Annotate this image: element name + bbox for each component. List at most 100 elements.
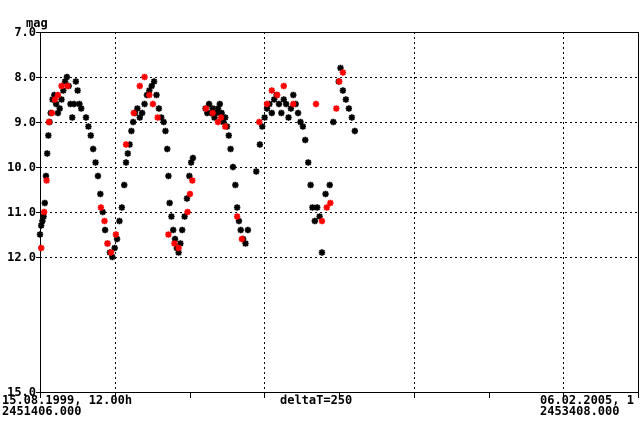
red-data-point <box>171 240 178 247</box>
red-data-point <box>217 114 225 121</box>
black-data-point <box>235 217 243 225</box>
red-data-point <box>333 105 340 112</box>
red-data-point <box>336 78 343 85</box>
red-data-point <box>280 82 287 90</box>
data-points <box>36 64 359 261</box>
black-data-point <box>280 96 287 103</box>
black-data-point <box>97 190 104 198</box>
red-data-point <box>273 91 281 99</box>
black-data-point <box>153 91 160 99</box>
x-label-end-jd: 2453408.000 <box>540 404 619 418</box>
black-data-point <box>263 105 271 112</box>
black-data-point <box>330 118 337 126</box>
black-data-point <box>94 172 102 180</box>
black-data-point <box>168 213 175 220</box>
y-tick-label: 11.0 <box>7 205 36 219</box>
black-data-point <box>214 105 222 112</box>
red-data-point <box>202 105 210 112</box>
black-data-point <box>160 118 167 126</box>
red-data-point <box>323 204 330 211</box>
red-data-point <box>233 213 241 220</box>
black-data-point <box>302 136 309 144</box>
red-data-point <box>339 69 347 76</box>
black-data-point <box>220 118 227 126</box>
black-data-point <box>294 109 302 117</box>
black-data-point <box>290 91 297 99</box>
red-data-point <box>40 208 48 216</box>
red-data-point <box>107 249 115 256</box>
black-data-point <box>124 150 132 157</box>
black-data-point <box>305 159 312 166</box>
black-data-point <box>37 222 45 229</box>
black-data-point <box>351 127 359 135</box>
red-data-point <box>290 100 297 108</box>
black-data-point <box>209 105 216 112</box>
black-data-point <box>337 64 344 72</box>
red-data-point <box>318 217 326 225</box>
black-data-point <box>74 87 81 94</box>
black-data-point <box>61 78 69 85</box>
black-data-point <box>233 204 241 211</box>
black-data-point <box>189 154 197 162</box>
black-data-point <box>72 78 80 85</box>
y-axis-title: mag <box>26 16 48 30</box>
black-data-point <box>211 114 218 121</box>
red-data-point <box>165 231 172 238</box>
red-data-point <box>37 244 45 252</box>
red-data-point <box>141 73 148 81</box>
black-data-point <box>213 109 220 117</box>
black-data-point <box>70 100 78 108</box>
red-data-point <box>43 177 50 184</box>
black-data-point <box>111 244 118 252</box>
black-data-point <box>43 150 51 157</box>
black-data-point <box>78 105 85 112</box>
black-data-point <box>146 87 153 94</box>
black-data-point <box>225 132 232 139</box>
black-data-point <box>76 100 83 108</box>
black-data-point <box>56 105 63 112</box>
red-data-point <box>51 96 59 103</box>
black-data-point <box>186 172 193 180</box>
y-tick-label: 15.0 <box>7 385 36 399</box>
black-data-point <box>345 105 353 112</box>
black-data-point <box>42 172 50 180</box>
y-tick-label: 12.0 <box>7 250 36 264</box>
chart-grid <box>40 32 638 392</box>
black-data-point <box>326 181 333 189</box>
x-axis-ticks <box>40 392 639 398</box>
black-data-point <box>216 100 224 108</box>
black-data-point <box>138 109 146 117</box>
black-data-point <box>128 127 135 135</box>
y-tick-label: 7.0 <box>14 25 36 39</box>
black-data-point <box>41 199 48 207</box>
black-data-point <box>307 181 314 189</box>
red-data-point <box>104 240 111 247</box>
red-data-point <box>48 109 56 117</box>
black-data-point <box>164 145 171 153</box>
black-data-point <box>309 204 316 211</box>
red-data-point <box>97 204 105 211</box>
black-data-point <box>129 118 137 126</box>
black-data-point <box>118 204 126 211</box>
black-data-point <box>171 235 179 243</box>
red-data-point <box>64 82 71 90</box>
black-data-point <box>113 235 121 243</box>
black-data-point <box>318 249 326 256</box>
black-data-point <box>322 190 329 198</box>
black-data-point <box>278 109 285 117</box>
red-data-point <box>238 235 246 243</box>
black-data-point <box>85 123 92 130</box>
red-data-point <box>327 199 334 207</box>
black-data-point <box>150 78 158 85</box>
black-data-point <box>299 123 307 130</box>
red-data-point <box>268 87 275 94</box>
black-data-point <box>36 231 44 238</box>
red-data-point <box>312 100 320 108</box>
black-data-point <box>285 114 292 121</box>
black-data-point <box>54 109 62 117</box>
red-data-point <box>184 208 191 216</box>
red-data-point <box>214 118 222 126</box>
red-data-point <box>146 91 153 99</box>
black-data-point <box>275 100 283 108</box>
